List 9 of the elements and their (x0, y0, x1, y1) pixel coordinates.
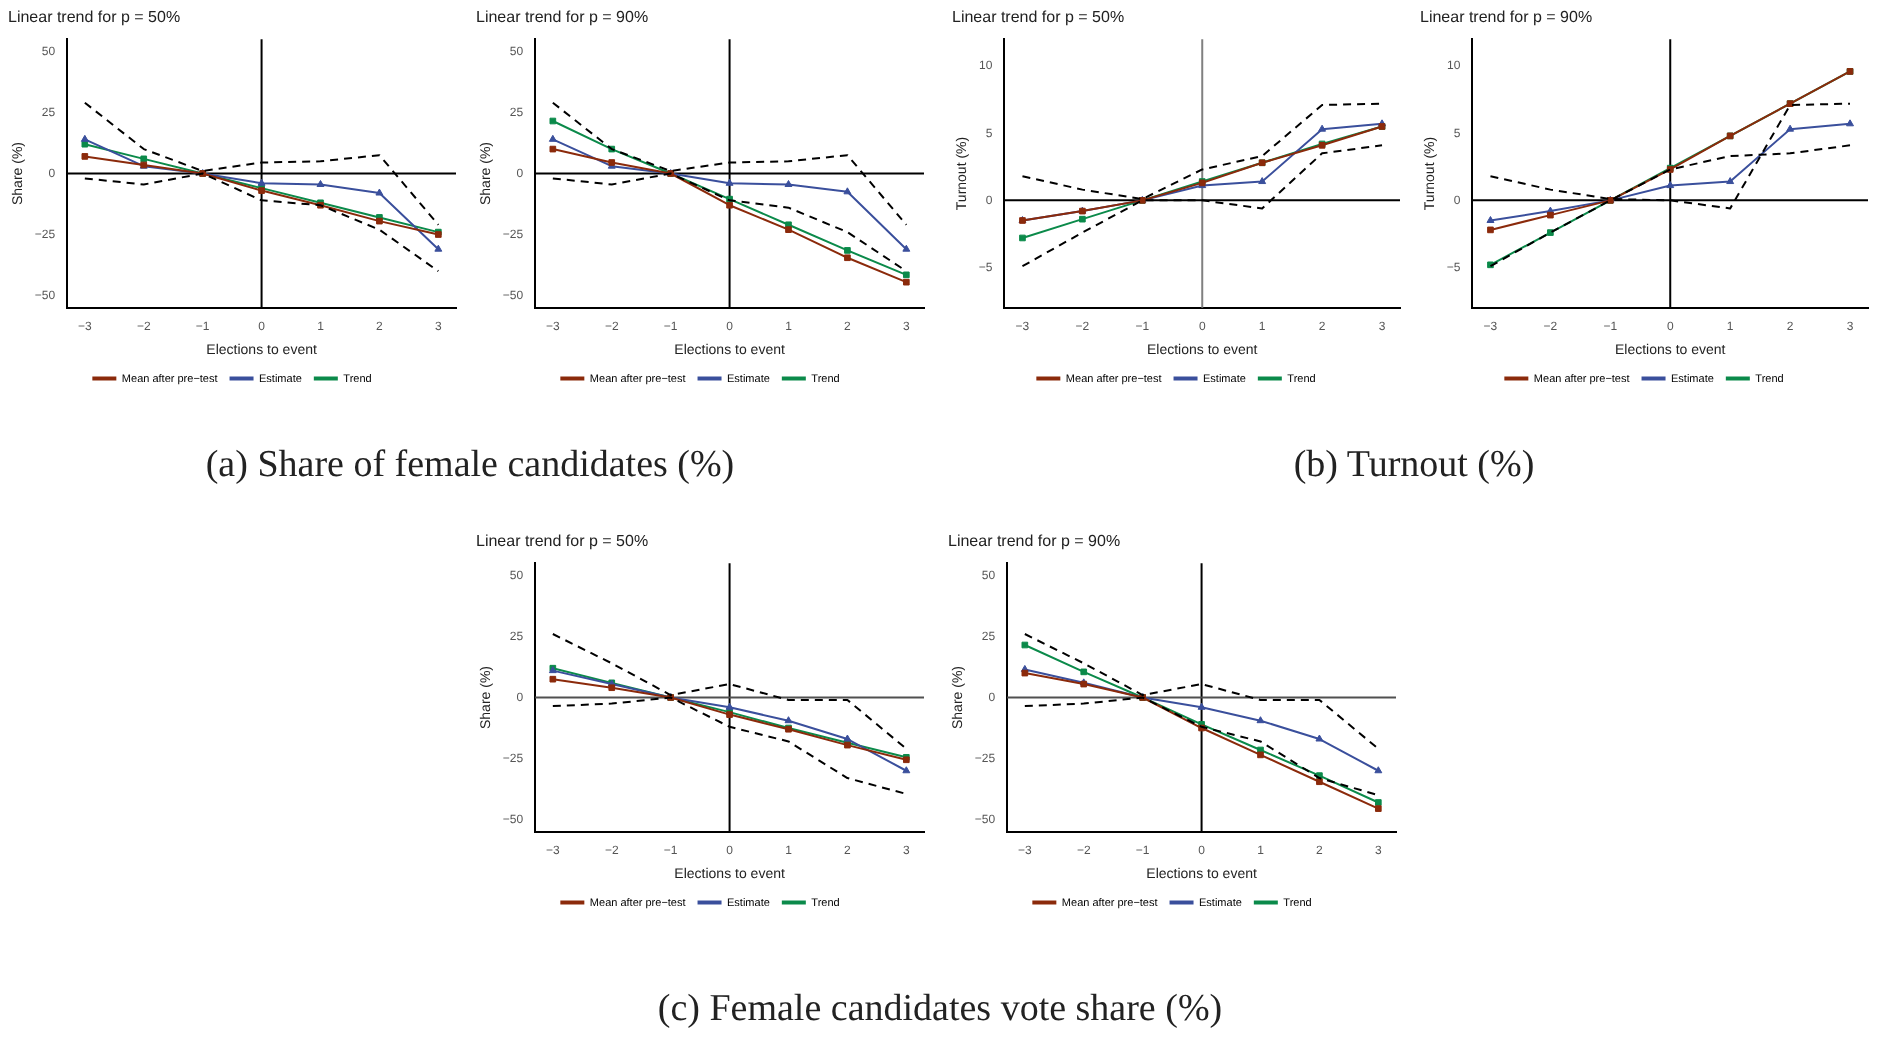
text: (b) Turnout (%) (1291, 444, 1537, 488)
chart-title: Linear trend for p = 90% (476, 8, 649, 27)
text: (c) Female candidates vote share (%) (655, 988, 1225, 1032)
chart-title: Linear trend for p = 90% (1420, 8, 1593, 27)
chart-title: Linear trend for p = 50% (952, 8, 1125, 27)
chart-title: Linear trend for p = 50% (8, 8, 181, 27)
chart-title: Linear trend for p = 90% (948, 532, 1121, 551)
text: (a) Share of female candidates (%) (203, 444, 737, 488)
chart-title: Linear trend for p = 50% (476, 532, 649, 551)
